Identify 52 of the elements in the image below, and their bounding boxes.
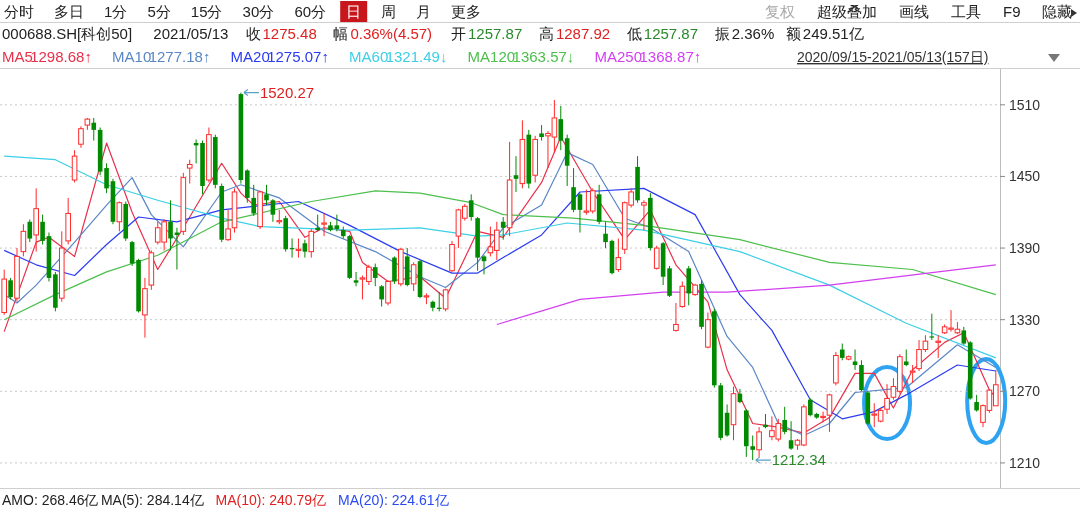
text: MA5 xyxy=(2,48,33,65)
text: 画线 xyxy=(899,3,929,20)
text: 多日 xyxy=(54,3,84,20)
text: 月 xyxy=(416,3,432,20)
text: F9 xyxy=(1003,3,1021,20)
text: 30分 xyxy=(242,3,275,20)
text: 隐藏 xyxy=(1041,3,1072,20)
text: MA10 xyxy=(112,48,152,65)
text: 工具 xyxy=(951,3,981,20)
text: 复权 xyxy=(765,3,795,20)
text: MA(20): 224.61亿 xyxy=(338,492,449,508)
y-tick-label: 1390 xyxy=(1009,240,1041,257)
text: MA20 xyxy=(230,48,270,65)
text: 2.36% xyxy=(731,25,775,42)
text: 周 xyxy=(381,3,397,20)
y-tick-label: 1330 xyxy=(1009,311,1041,328)
text: 249.51亿 xyxy=(802,25,864,42)
text: MA(5): 284.14亿 xyxy=(100,492,204,508)
text: 开 xyxy=(451,25,466,42)
text: 2021/05/13 xyxy=(153,25,229,42)
chart-title: 000688.SH[科创50] xyxy=(2,25,133,42)
y-tick-label: 1270 xyxy=(1009,383,1041,400)
y-tick-label: 1510 xyxy=(1009,96,1041,113)
text: 更多 xyxy=(451,3,482,20)
y-tick-label: 1210 xyxy=(1009,454,1041,471)
text: 1分 xyxy=(104,3,128,20)
y-tick-label: 1450 xyxy=(1009,168,1041,185)
text: 0.36%(4.57) xyxy=(350,25,433,42)
text: AMO: 268.46亿 xyxy=(2,492,99,508)
annotation: 1520.27 xyxy=(259,83,315,101)
text: 低 xyxy=(626,25,642,42)
text: MA60 xyxy=(349,48,389,65)
text: 1257.87 xyxy=(643,25,699,42)
text: 60分 xyxy=(294,3,327,20)
text: 振 xyxy=(714,25,730,42)
text: 分时 xyxy=(4,3,34,20)
text: MA(10): 240.79亿 xyxy=(215,492,327,508)
text: 1275.07↑ xyxy=(267,48,329,65)
text: 日 xyxy=(346,3,362,20)
text: 1275.48 xyxy=(262,25,317,42)
text: 超级叠加 xyxy=(817,3,877,20)
text: 幅 xyxy=(333,25,349,42)
text: 5分 xyxy=(147,3,171,20)
text: 收 xyxy=(245,25,261,42)
text: 高 xyxy=(538,25,554,42)
text: 1257.87 xyxy=(468,25,523,42)
text: 额 xyxy=(785,25,801,42)
text: 15分 xyxy=(190,3,223,20)
text: 2020/09/15-2021/05/13(157日) xyxy=(797,49,989,65)
text: 1287.92 xyxy=(555,25,611,42)
text: 1298.68↑ xyxy=(30,48,92,65)
annotation: 1212.34 xyxy=(771,451,826,469)
